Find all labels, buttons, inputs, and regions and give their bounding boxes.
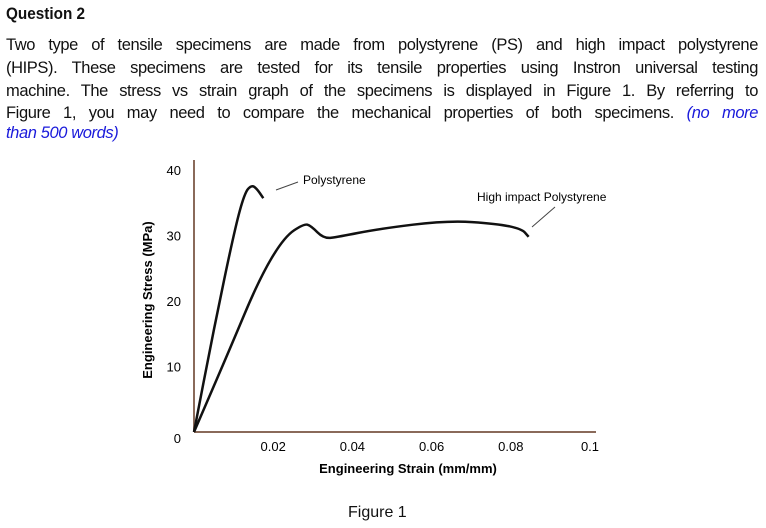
y-axis-label: Engineering Stress (MPa) xyxy=(140,221,155,378)
annotation-arrow-polystyrene xyxy=(275,181,299,191)
y-tick-label: 30 xyxy=(167,229,181,244)
question-text-line: Two type of tensile specimens are made f… xyxy=(6,36,758,54)
y-tick-label: 20 xyxy=(167,294,181,309)
question-text-line: Figure 1, you may need to compare the me… xyxy=(6,104,758,123)
question-text-line: machine. The stress vs strain graph of t… xyxy=(6,82,758,100)
series-line-polystyrene xyxy=(192,184,265,433)
word-limit-note: (no more xyxy=(686,104,759,122)
question-title: Question 2 xyxy=(6,4,86,23)
x-tick-label: 0.1 xyxy=(581,439,599,454)
annotation-arrow-hips xyxy=(531,206,556,228)
y-tick-label: 40 xyxy=(167,163,181,178)
x-axis-label: Engineering Strain (mm/mm) xyxy=(319,461,497,476)
figure-caption: Figure 1 xyxy=(348,504,407,521)
x-tick-label: 0.04 xyxy=(340,439,365,454)
x-tick-label: 0.08 xyxy=(498,439,523,454)
word-limit-note-cont: than 500 words) xyxy=(6,124,119,142)
x-tick-label: 0.02 xyxy=(261,439,286,454)
y-tick-label: 10 xyxy=(167,360,181,375)
y-tick-label: 0 xyxy=(174,431,181,446)
series-line-hips xyxy=(192,220,530,433)
x-tick-label: 0.06 xyxy=(419,439,444,454)
question-text: Figure 1, you may need to compare the me… xyxy=(6,104,674,122)
legend-label-polystyrene: Polystyrene xyxy=(303,173,366,187)
question-text-line: (HIPS). These specimens are tested for i… xyxy=(6,59,758,77)
legend-label-hips: High impact Polystyrene xyxy=(477,190,607,204)
